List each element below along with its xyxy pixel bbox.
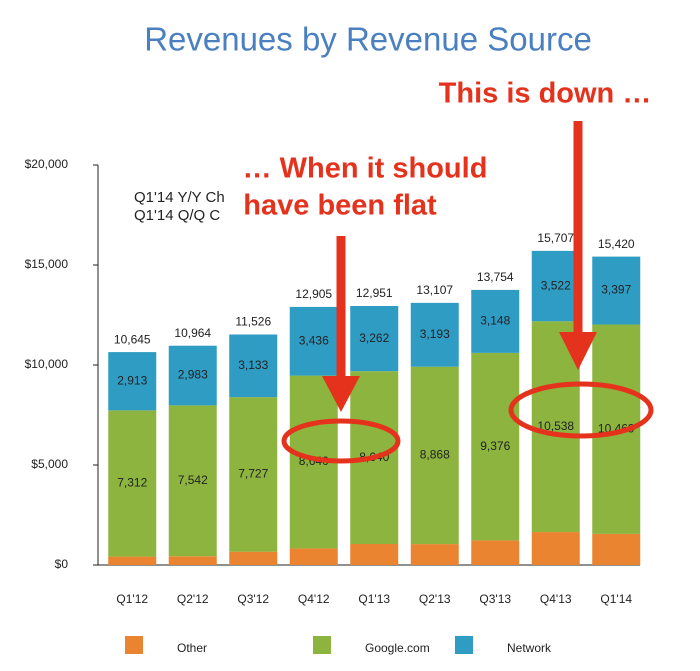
bar-segment (410, 366, 459, 545)
total-label: 12,905 (295, 287, 332, 301)
data-label: 7,542 (178, 473, 208, 487)
chart-title: Revenues by Revenue Source (144, 21, 592, 58)
x-tick-label: Q1'14 (600, 592, 632, 606)
bar-segment (350, 544, 399, 565)
bar-segment (168, 345, 217, 406)
data-label: 10,538 (537, 419, 574, 433)
data-label: 8,868 (420, 448, 450, 462)
highlight (281, 418, 401, 464)
bar-segment (471, 540, 520, 565)
plot: $0$5,000$10,000$15,000$20,000Q1'124207,3… (25, 157, 641, 655)
subtitle: Q1'14 Q/Q C (134, 207, 220, 224)
bar-segment (592, 256, 641, 325)
highlight (508, 381, 654, 439)
legend-swatch (455, 636, 473, 654)
annotations: … When it should have been flat This is … (240, 75, 654, 464)
y-tick-label: $15,000 (25, 257, 69, 271)
total-label: 10,964 (174, 326, 211, 340)
total-label: 11,526 (235, 315, 271, 329)
y-tick-label: $10,000 (25, 357, 69, 371)
annotation: This is down … (439, 78, 652, 110)
legend-label: Google.com (365, 641, 430, 655)
total-label: 13,107 (416, 283, 453, 297)
data-label: 3,436 (299, 333, 329, 347)
bar-segment (531, 250, 580, 322)
x-tick-label: Q4'12 (298, 592, 330, 606)
data-label: 3,397 (601, 283, 631, 297)
bar-segment (531, 532, 580, 565)
bar-segment (229, 551, 278, 565)
bar-segment (168, 556, 217, 565)
x-tick-label: Q2'13 (419, 592, 451, 606)
bar-segment (410, 544, 459, 565)
bar-segment (289, 306, 338, 376)
legend-label: Other (177, 641, 207, 655)
data-label: 3,193 (420, 327, 450, 341)
bar-segment (471, 352, 520, 541)
x-tick-label: Q2'12 (177, 592, 209, 606)
legend-label: Network (507, 641, 552, 655)
y-tick-label: $5,000 (31, 457, 68, 471)
total-label: 15,707 (537, 231, 574, 245)
data-label: 3,522 (541, 278, 571, 292)
x-tick-label: Q3'12 (237, 592, 269, 606)
arrow-head (559, 332, 597, 370)
data-label: 7,727 (238, 467, 268, 481)
legend-swatch (313, 636, 331, 654)
y-tick-label: $0 (55, 557, 69, 571)
bar-segment (108, 556, 157, 565)
bar-segment (471, 289, 520, 353)
data-label: 2,913 (117, 373, 147, 387)
bar-segment (410, 302, 459, 367)
bar-segment (289, 548, 338, 565)
bar-segment (229, 334, 278, 398)
data-label: 2,983 (178, 368, 208, 382)
data-label: 3,148 (480, 314, 510, 328)
x-tick-label: Q4'13 (540, 592, 572, 606)
legend-swatch (125, 636, 143, 654)
bar-segment (350, 305, 399, 372)
data-label: 9,376 (480, 439, 510, 453)
data-label: 7,312 (117, 476, 147, 490)
total-label: 15,420 (598, 237, 635, 251)
x-tick-label: Q1'13 (358, 592, 390, 606)
annotation: … When it should (243, 153, 488, 185)
total-label: 12,951 (356, 286, 393, 300)
bar-segment (168, 405, 217, 557)
arrow-head (322, 376, 360, 412)
x-tick-label: Q3'13 (479, 592, 511, 606)
subtitle: Q1'14 Y/Y Ch (134, 189, 225, 206)
bar-segment (229, 397, 278, 552)
data-label: 3,133 (238, 358, 268, 372)
bar-segment (108, 352, 157, 411)
annotation: have been flat (243, 190, 437, 222)
bar-segment (108, 410, 157, 557)
x-tick-label: Q1'12 (116, 592, 148, 606)
bar-segment (592, 533, 641, 565)
total-label: 10,645 (114, 332, 151, 346)
data-label: 3,262 (359, 331, 389, 345)
y-tick-label: $20,000 (25, 157, 69, 171)
total-label: 13,754 (477, 270, 514, 284)
